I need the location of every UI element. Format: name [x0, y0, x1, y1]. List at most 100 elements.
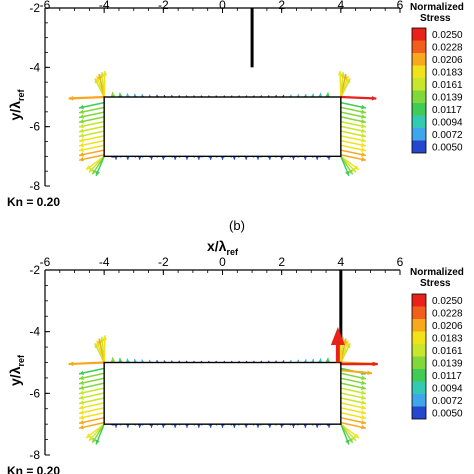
vector-arrowhead — [345, 170, 350, 176]
vector-arrowhead — [361, 133, 366, 138]
vector-arrowhead — [361, 395, 366, 400]
legend-subtitle: Stress — [420, 278, 451, 289]
x-tick-label: -6 — [40, 255, 51, 269]
vector-arrowhead — [79, 385, 84, 390]
legend-subtitle: Stress — [420, 13, 451, 24]
vector-arrowhead — [110, 91, 116, 97]
vector-arrowhead — [346, 78, 351, 84]
vector-arrowhead — [79, 147, 84, 152]
vector-arrow — [103, 335, 106, 363]
x-tick-label: 2 — [278, 255, 285, 269]
vector-arrowhead — [325, 357, 330, 363]
y-tick-label: -6 — [29, 120, 40, 134]
vector-arrowhead — [68, 361, 74, 367]
legend-swatch — [412, 115, 426, 128]
vector-arrowhead — [361, 157, 366, 162]
legend-swatch — [412, 406, 426, 419]
chart-panel-2: -6 -4 -2 0 2 4 6 -2 -4 -6 -8 y/λref x/λref Kn = 0.20 N… — [7, 238, 464, 474]
legend-level-label: 0.0228 — [432, 309, 463, 320]
vector-arrowhead — [361, 400, 366, 405]
vector-arrowhead — [68, 96, 74, 101]
vector-arrowhead — [361, 128, 366, 134]
vector-arrowhead — [361, 380, 366, 386]
vector-arrowhead — [342, 73, 348, 79]
vector-arrowhead — [361, 390, 366, 395]
legend-frame — [411, 293, 427, 420]
legend-level-label: 0.0161 — [432, 346, 463, 357]
x-tick-label: 4 — [337, 0, 344, 12]
legend-swatch — [412, 331, 426, 344]
vector-arrowhead — [373, 361, 378, 367]
vector-arrowhead — [79, 405, 84, 410]
legend-level-label: 0.0206 — [432, 55, 463, 66]
vector-arrowhead — [118, 357, 123, 363]
x-tick-label: 0 — [219, 255, 226, 269]
legend-level-label: 0.0161 — [432, 80, 463, 91]
legend-swatch — [412, 90, 426, 103]
legend-level-label: 0.0072 — [432, 130, 463, 141]
vector-arrowhead — [354, 165, 359, 170]
vector-arrowhead — [345, 439, 350, 445]
vector-arrowhead — [79, 119, 84, 124]
vector-arrowhead — [79, 395, 84, 400]
x-tick-label: -2 — [158, 0, 169, 12]
vector-arrowhead — [361, 109, 366, 115]
x-tick-label: -4 — [99, 0, 110, 12]
y-tick-label: -6 — [29, 386, 40, 400]
legend-level-label: 0.0250 — [432, 30, 463, 41]
vector-arrowhead — [79, 370, 84, 376]
legend-swatch — [412, 294, 426, 307]
vector-arrowhead — [351, 435, 357, 441]
vector-arrowhead — [79, 424, 84, 430]
legend-swatch — [412, 306, 426, 319]
legend-swatch — [412, 356, 426, 369]
legend-swatch — [412, 40, 426, 53]
vector-arrowhead — [79, 410, 84, 415]
legend-swatch — [412, 53, 426, 66]
y-tick-label: -4 — [29, 325, 40, 339]
vector-arrowhead — [79, 420, 84, 425]
y-tick-label: -8 — [29, 448, 40, 462]
vector-arrowhead — [79, 109, 84, 115]
vector-arrowhead — [102, 335, 108, 340]
legend-swatch — [412, 369, 426, 382]
vector-arrowhead — [354, 433, 359, 439]
legend-swatch — [412, 78, 426, 91]
vector-arrowhead — [95, 170, 100, 176]
legend-swatch — [412, 128, 426, 141]
legend-level-label: 0.0072 — [432, 396, 463, 407]
vector-arrowhead — [79, 104, 84, 110]
vector-arrowhead — [100, 336, 105, 342]
legend-swatch — [412, 28, 426, 41]
vector-arrowhead — [88, 435, 94, 441]
vector-arrowhead — [348, 437, 353, 443]
legend-swatch — [412, 319, 426, 332]
legend-level-label: 0.0094 — [432, 384, 463, 395]
chart-panel-1: -6 -4 -2 0 2 4 6 -2 -4 -6 -8 y/λref Kn = 0.20 Normali… — [7, 0, 464, 233]
vector-arrowhead — [79, 123, 84, 129]
vector-arrowhead — [361, 385, 366, 390]
vector-arrow — [340, 95, 377, 100]
legend-swatch — [412, 140, 426, 153]
vector-arrowhead — [361, 410, 366, 415]
vector-arrow — [68, 95, 105, 100]
vector-arrowhead — [88, 167, 94, 173]
x-tick-label: -6 — [40, 0, 51, 12]
vector-arrowhead — [79, 375, 84, 381]
kn-annotation: Kn = 0.20 — [7, 464, 60, 474]
vector-arrowhead — [97, 73, 103, 79]
vector-arrowhead — [110, 357, 116, 362]
legend-level-label: 0.0183 — [432, 334, 463, 345]
vector-arrowhead — [79, 133, 84, 138]
legend-level-label: 0.0206 — [432, 321, 463, 332]
x-tick-label: 4 — [337, 255, 344, 269]
vector-arrowhead — [325, 92, 330, 98]
vector-arrowhead — [361, 415, 366, 420]
x-tick-label: -2 — [158, 255, 169, 269]
vector-arrowhead — [79, 157, 84, 162]
legend-level-label: 0.0139 — [432, 93, 463, 104]
vector-arrowhead — [337, 70, 343, 76]
